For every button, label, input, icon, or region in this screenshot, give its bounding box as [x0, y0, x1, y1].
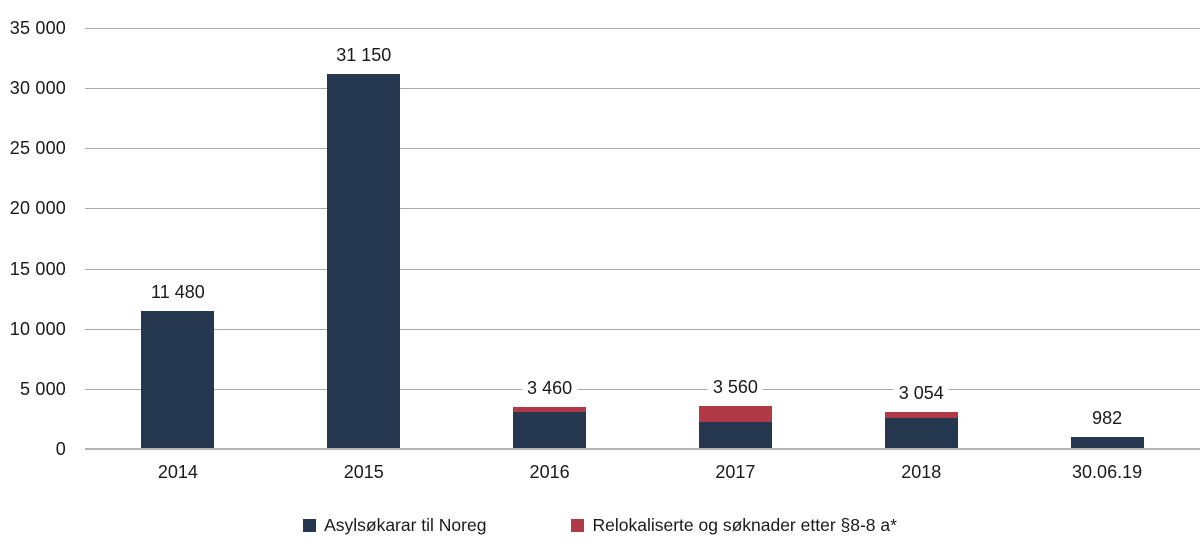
bar-segment-asylsokarar-2016	[513, 412, 587, 449]
bar-value-label: 11 480	[146, 281, 210, 303]
x-axis-baseline	[85, 448, 1200, 450]
y-axis-tick-label: 15 000	[9, 258, 66, 279]
bar-value-label: 31 150	[331, 45, 397, 67]
bar-segment-asylsokarar-30.06.19	[1070, 437, 1144, 449]
legend-label: Asylsøkarar til Noreg	[324, 515, 487, 535]
y-axis-tick-label: 35 000	[9, 18, 66, 38]
bar-segment-relokaliserte-2017	[698, 406, 772, 422]
y-gridline	[85, 28, 1200, 29]
bar-segment-asylsokarar-2014	[141, 310, 215, 449]
bar-value-label: 982	[1087, 408, 1128, 430]
y-axis-tick-label: 20 000	[9, 198, 66, 219]
y-gridline	[85, 148, 1200, 150]
y-axis-tick-label: 30 000	[9, 78, 66, 99]
x-axis-label-2014: 2014	[157, 462, 198, 482]
y-gridline	[85, 268, 1200, 270]
bar-value-label: 3 560	[707, 377, 763, 399]
bar-segment-asylsokarar-2018	[884, 417, 958, 449]
legend-label: Relokaliserte og søknader etter §8-8 a*	[592, 515, 897, 535]
y-gridline	[85, 208, 1200, 210]
x-axis-label-2015: 2015	[343, 462, 384, 482]
bar-segment-asylsokarar-2015	[327, 74, 401, 449]
bar-segment-relokaliserte-2018	[884, 412, 958, 418]
bar-value-label: 3 054	[893, 383, 949, 405]
x-axis-label-2018: 2018	[901, 462, 942, 482]
y-gridline	[85, 88, 1200, 90]
y-gridline	[85, 328, 1200, 330]
bar-value-label: 3 460	[522, 378, 578, 400]
legend: Asylsøkarar til Noreg Relokaliserte og sø…	[0, 514, 1200, 536]
bar-segment-relokaliserte-2016	[513, 407, 587, 413]
y-gridline	[85, 388, 1200, 390]
legend-swatch-navy-icon	[303, 518, 317, 532]
x-axis-label-30.06.19: 30.06.19	[1072, 462, 1143, 482]
y-axis-tick-label: 0	[55, 439, 66, 459]
y-axis-tick-label: 10 000	[9, 318, 66, 339]
x-axis-label-2017: 2017	[715, 462, 756, 482]
legend-item: Asylsøkarar til Noreg	[303, 514, 486, 536]
x-axis-label-2016: 2016	[529, 462, 570, 482]
legend-swatch-red-icon	[571, 518, 585, 532]
y-axis-tick-label: 25 000	[9, 138, 66, 159]
bar-segment-asylsokarar-2017	[698, 421, 772, 449]
legend-item: Relokaliserte og søknader etter §8-8 a*	[571, 514, 897, 536]
y-axis-tick-label: 5 000	[19, 378, 66, 399]
